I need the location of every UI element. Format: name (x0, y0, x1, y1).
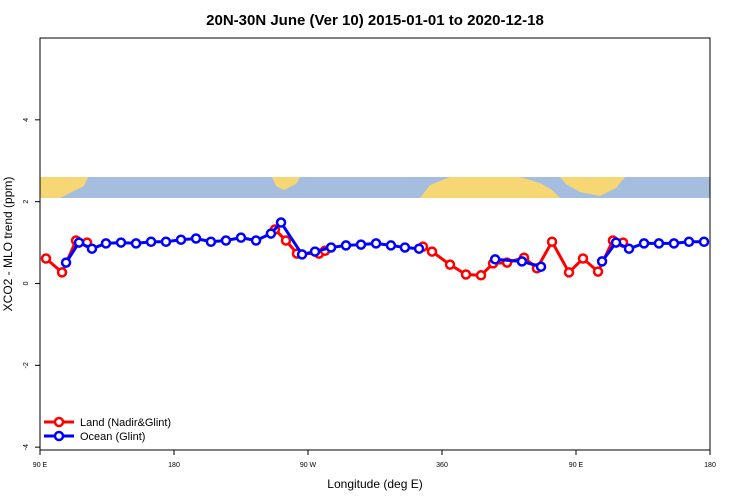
point (399, 242, 411, 253)
point (638, 238, 650, 249)
point (460, 269, 472, 280)
point (413, 243, 425, 254)
chart-title: 20N-30N June (Ver 10) 2015-01-01 to 2020… (206, 12, 544, 29)
y-tick-label: -2 (23, 362, 30, 368)
x-tick-label: 90 E (569, 462, 584, 469)
legend-label: Land (Nadir&Glint) (80, 417, 171, 429)
point (220, 235, 232, 246)
point (205, 236, 217, 247)
point (444, 259, 456, 270)
world-map-band (40, 177, 710, 198)
point (73, 237, 85, 248)
point (235, 232, 247, 243)
point (296, 249, 308, 260)
legend-label: Ocean (Glint) (80, 431, 145, 443)
point (275, 217, 287, 228)
point (668, 238, 680, 249)
point (325, 242, 337, 253)
point (623, 243, 635, 254)
point (86, 243, 98, 254)
point (592, 266, 604, 277)
point (489, 254, 501, 265)
y-axis-label: XCO2 - MLO trend (ppm) (1, 177, 15, 312)
point (653, 238, 665, 249)
point (546, 236, 558, 247)
x-axis-label: Longitude (deg E) (327, 477, 422, 491)
x-tick-label: 180 (168, 462, 180, 469)
point (265, 228, 277, 239)
point (250, 235, 262, 246)
point (610, 237, 622, 248)
point (563, 267, 575, 278)
point (385, 240, 397, 251)
point (175, 234, 187, 245)
point (426, 246, 438, 257)
point (60, 257, 72, 268)
legend-marker (53, 416, 65, 428)
point (596, 256, 608, 267)
x-tick-label: 360 (436, 462, 448, 469)
point (160, 236, 172, 247)
x-tick-label: 90 E (33, 462, 48, 469)
point (40, 253, 52, 264)
point (475, 270, 487, 281)
y-tick-label: -4 (23, 444, 30, 450)
point (309, 246, 321, 257)
plot-frame (39, 37, 711, 451)
point (115, 237, 127, 248)
point (100, 238, 112, 249)
point (355, 239, 367, 250)
point (698, 236, 710, 247)
point (130, 238, 142, 249)
point (280, 235, 292, 246)
y-tick-label: 4 (23, 118, 30, 122)
point (535, 261, 547, 272)
point (190, 233, 202, 244)
point (516, 256, 528, 267)
point (56, 267, 68, 278)
point (683, 236, 695, 247)
point (370, 238, 382, 249)
point (577, 253, 589, 264)
point (340, 240, 352, 251)
legend-marker (53, 430, 65, 442)
x-tick-label: 180 (704, 462, 716, 469)
point (145, 236, 157, 247)
y-tick-label: 0 (23, 281, 30, 285)
y-tick-label: 2 (23, 200, 30, 204)
x-tick-label: 90 W (300, 462, 317, 469)
